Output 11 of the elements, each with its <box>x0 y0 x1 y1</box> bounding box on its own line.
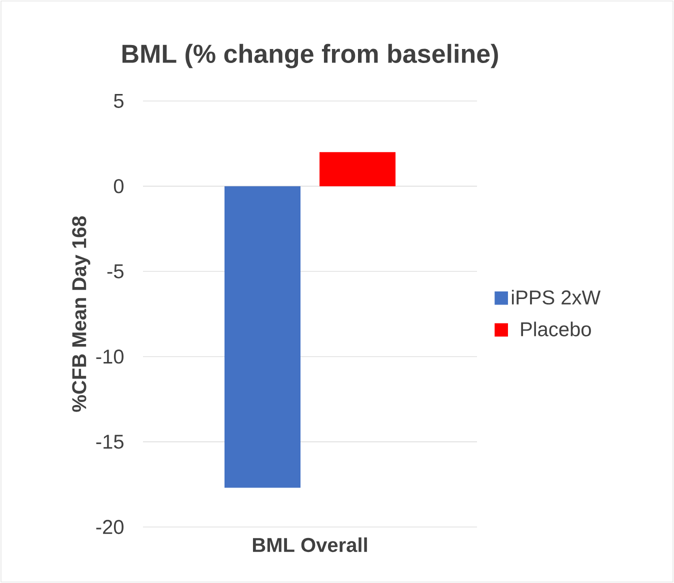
y-tick-label: -5 <box>107 264 124 278</box>
y-tick-label: 0 <box>114 179 124 194</box>
y-tick-label: -20 <box>96 520 124 534</box>
y-tick-label: -15 <box>96 434 124 449</box>
y-axis-title: %CFB Mean Day 168 <box>72 216 90 412</box>
legend-label: Placebo <box>521 322 591 336</box>
legend-label: iPPS 2xW <box>512 290 601 305</box>
y-tick-label: -10 <box>96 350 124 364</box>
x-tick-label: BML Overall <box>252 537 367 552</box>
y-tick-label: 5 <box>114 94 124 108</box>
chart-title: BML (% change from baseline) <box>122 44 498 68</box>
